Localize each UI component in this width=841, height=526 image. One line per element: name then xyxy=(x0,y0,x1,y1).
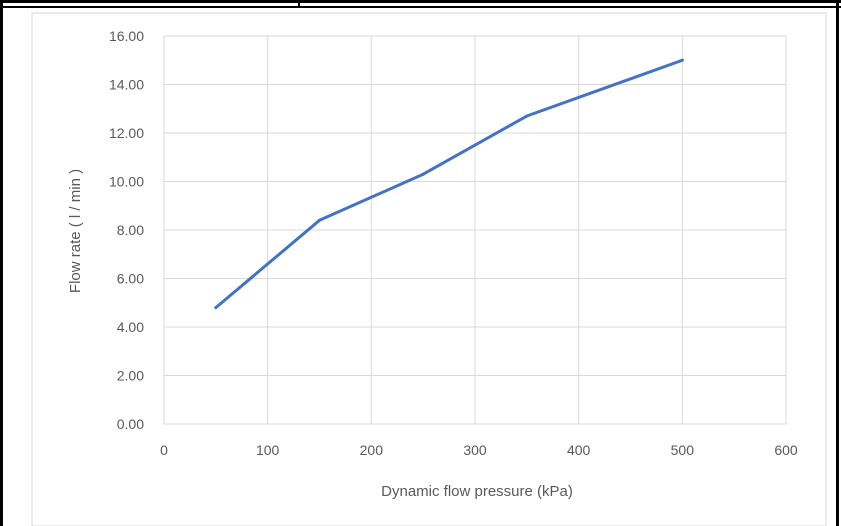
table-border-top xyxy=(0,0,841,3)
x-tick-label: 300 xyxy=(463,442,487,458)
chart-area-border xyxy=(31,12,827,526)
table-border-left xyxy=(0,0,3,526)
data-point xyxy=(680,58,684,62)
x-tick-label: 0 xyxy=(160,442,168,458)
x-tick-label: 400 xyxy=(567,442,591,458)
axes xyxy=(163,36,786,425)
y-tick-label: 10.00 xyxy=(109,174,144,190)
table-column-divider xyxy=(298,0,300,8)
table-border-right xyxy=(836,0,839,526)
table-border-divider xyxy=(0,6,841,8)
x-tick-label: 100 xyxy=(256,442,280,458)
y-tick-label: 4.00 xyxy=(117,319,144,335)
x-tick-label: 200 xyxy=(360,442,384,458)
y-tick-label: 0.00 xyxy=(117,416,144,432)
y-tick-label: 2.00 xyxy=(117,368,144,384)
series-layer xyxy=(214,58,684,310)
data-point xyxy=(318,218,321,222)
y-tick-label: 6.00 xyxy=(117,271,144,287)
data-point xyxy=(214,306,218,310)
gridlines xyxy=(164,35,787,424)
y-tick-label: 14.00 xyxy=(109,77,144,93)
y-tick-label: 16.00 xyxy=(109,28,144,44)
y-axis-title: Flow rate ( l / min ) xyxy=(67,169,84,293)
data-point xyxy=(525,114,529,118)
x-tick-label: 600 xyxy=(774,442,798,458)
data-point xyxy=(421,172,425,176)
tick-labels: 0.00 2.00 4.00 6.00 8.00 10.00 12.00 14.00 16.00… xyxy=(109,28,798,458)
y-tick-label: 12.00 xyxy=(109,125,144,141)
x-tick-label: 500 xyxy=(671,442,695,458)
y-tick-label: 8.00 xyxy=(117,222,144,238)
x-axis-title: Dynamic flow pressure (kPa) xyxy=(381,483,573,500)
